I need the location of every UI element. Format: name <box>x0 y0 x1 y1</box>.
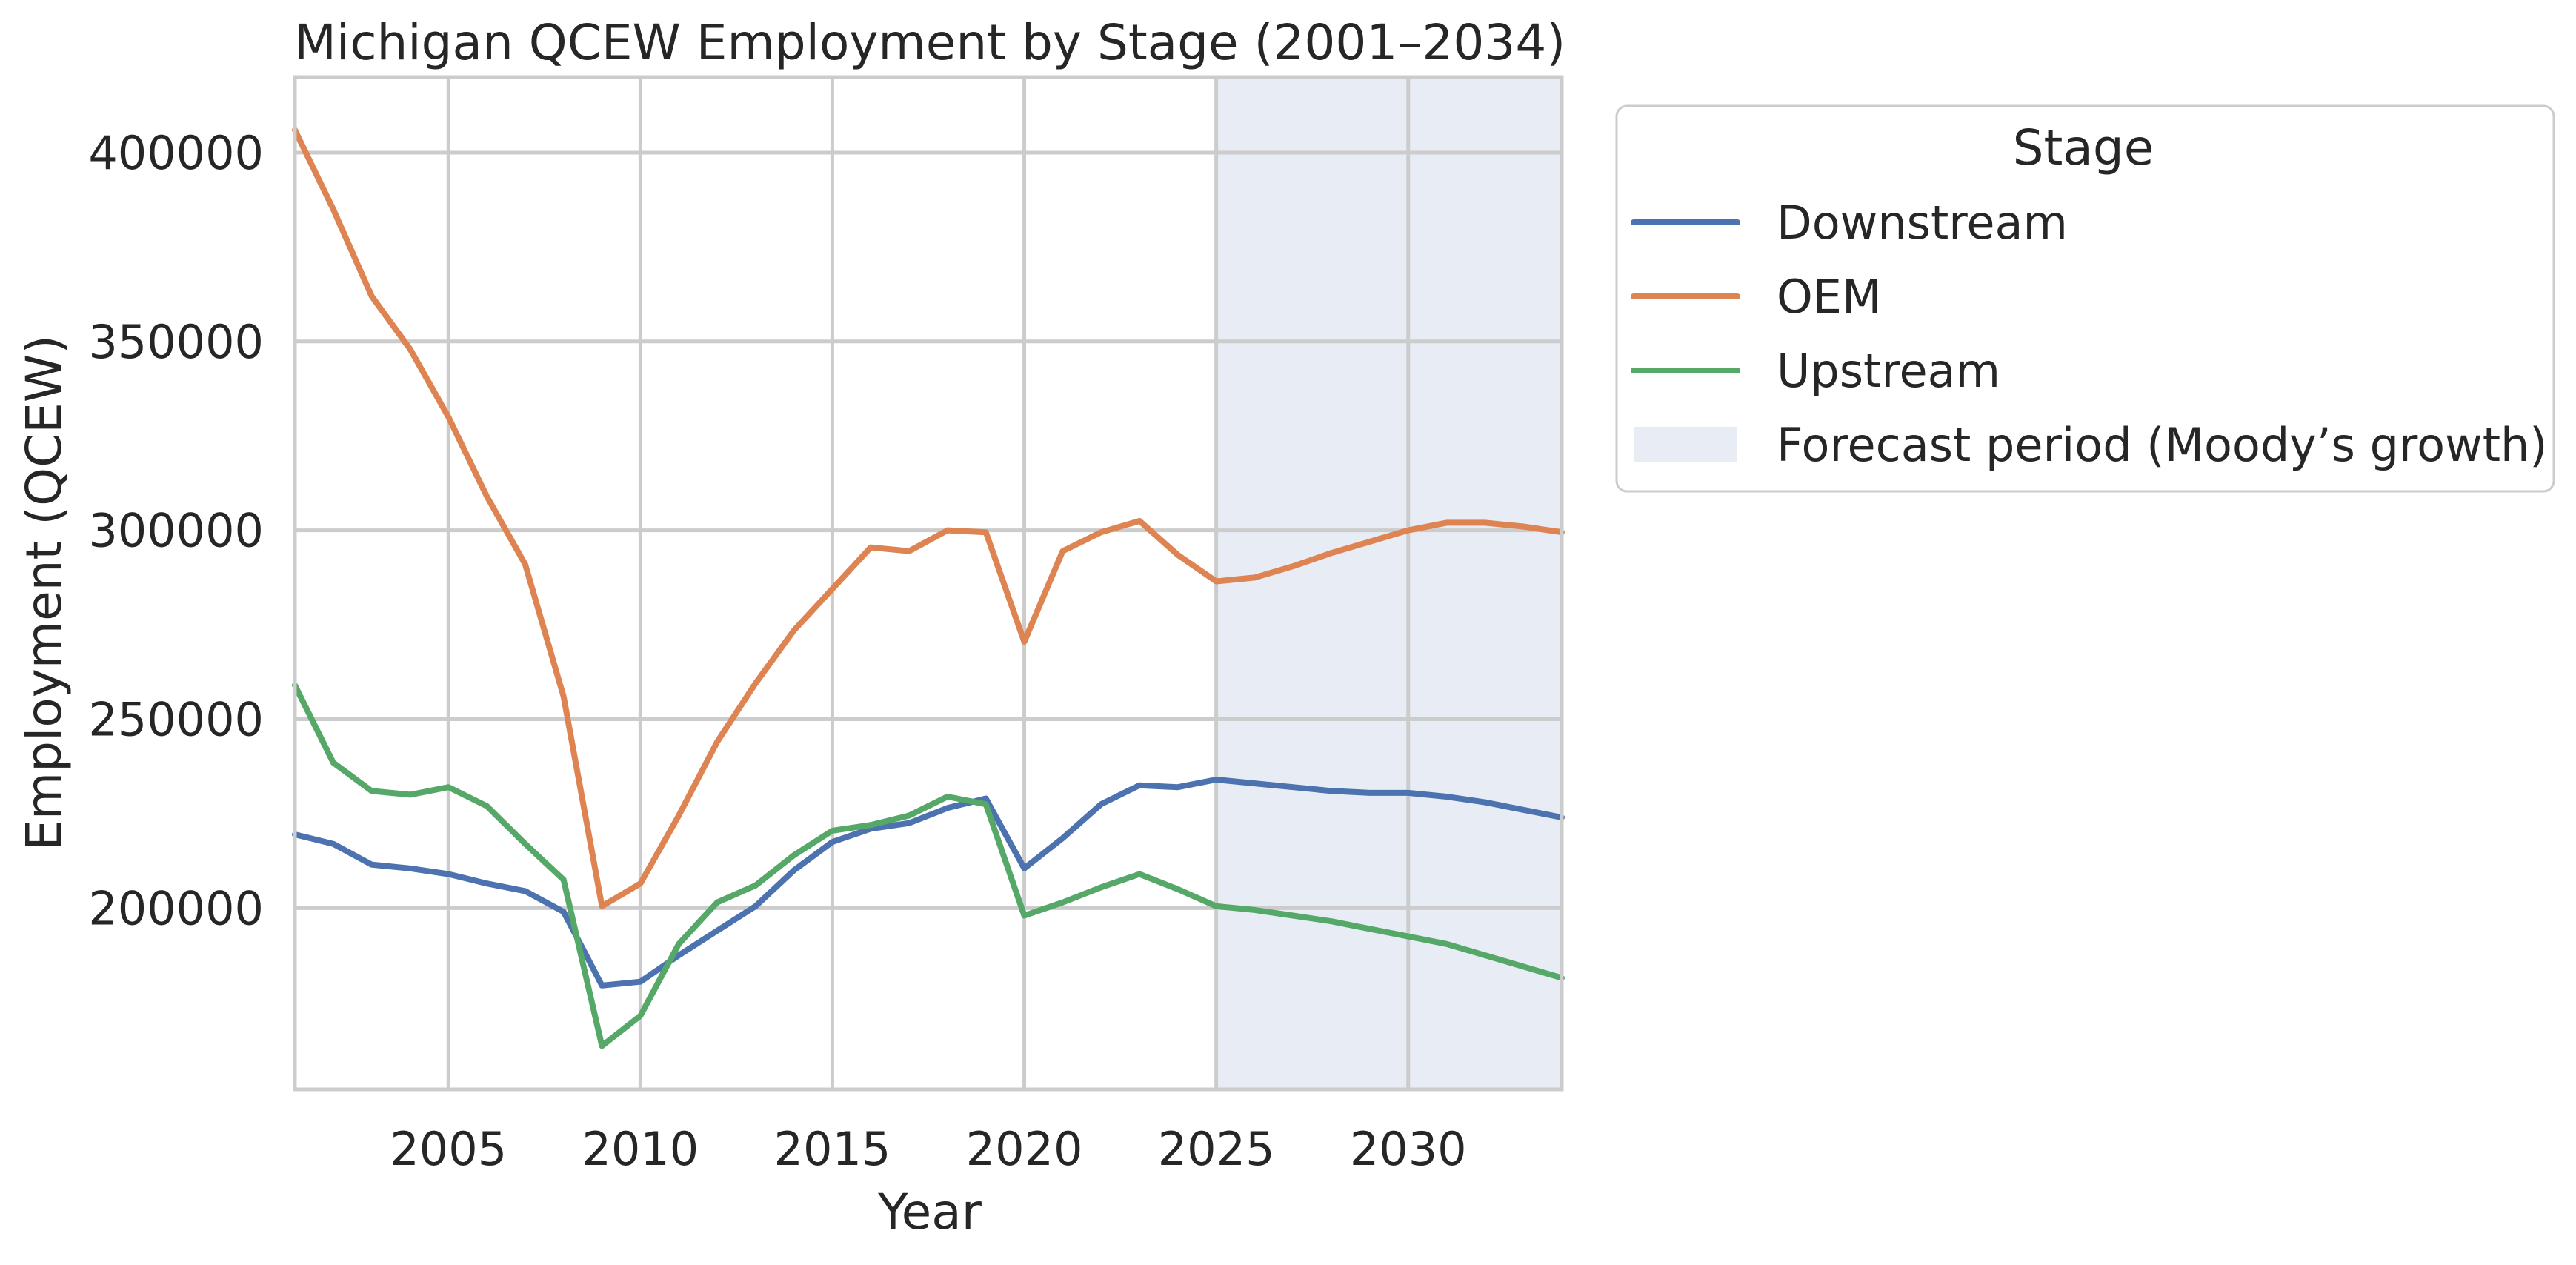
legend-title: Stage <box>2013 119 2154 176</box>
series-line-downstream <box>292 777 1565 989</box>
x-axis-label: Year <box>877 1183 982 1241</box>
x-tick-label: 2030 <box>1350 1122 1467 1176</box>
x-tick-label: 2020 <box>966 1122 1083 1176</box>
x-tick-label: 2025 <box>1158 1122 1275 1176</box>
series-line-upstream <box>292 682 1565 1049</box>
x-tick-label: 2015 <box>774 1122 891 1176</box>
legend-label-downstream: Downstream <box>1777 196 2068 250</box>
y-tick-label: 250000 <box>88 692 264 746</box>
y-tick-label: 400000 <box>88 126 264 180</box>
legend-label-upstream: Upstream <box>1777 344 2000 398</box>
plot-area: 2005 2010 2015 2020 2025 2030 200000 250000 3000… <box>88 75 1565 1176</box>
chart-title: Michigan QCEW Employment by Stage (2001–… <box>294 14 1565 71</box>
legend-label-oem: OEM <box>1777 270 1881 324</box>
legend-label-forecast: Forecast period (Moody’s growth) <box>1777 418 2548 472</box>
x-tick-label: 2010 <box>582 1122 699 1176</box>
x-tick-label: 2005 <box>390 1122 507 1176</box>
legend: Stage Downstream OEM Upstream Forecast peri… <box>1615 104 2555 493</box>
plot-frame <box>293 75 1564 1092</box>
y-tick-label: 300000 <box>88 504 264 558</box>
legend-frame <box>1615 104 2555 493</box>
forecast-band <box>1216 77 1562 1089</box>
y-tick-label: 200000 <box>88 881 264 935</box>
y-tick-label: 350000 <box>88 315 264 369</box>
series-line-oem <box>292 127 1565 909</box>
y-axis-label: Employment (QCEW) <box>16 335 73 851</box>
legend-swatch-forecast <box>1634 427 1737 462</box>
